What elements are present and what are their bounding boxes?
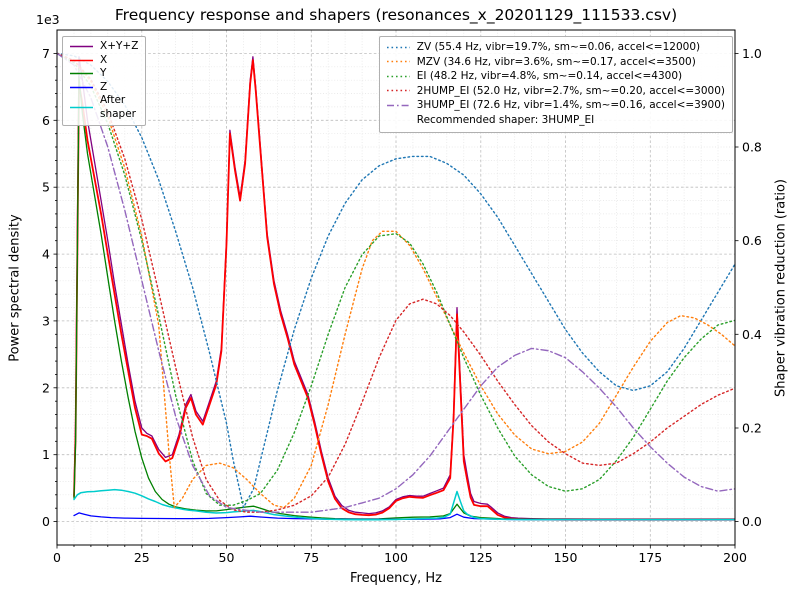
y-left-tick-label: 7 — [42, 46, 50, 61]
legend-entry-ei: EI (48.2 Hz, vibr=4.8%, sm~=0.14, accel<… — [386, 69, 725, 84]
legend-label: ZV (55.4 Hz, vibr=19.7%, sm~=0.06, accel… — [416, 41, 701, 53]
legend-line-sample — [70, 45, 93, 48]
shaper-curve-3hump-ei — [57, 52, 735, 513]
legend-line-sample — [386, 46, 410, 49]
y-left-tick-label: 3 — [42, 313, 50, 328]
y-left-tick-label: 4 — [42, 247, 50, 262]
x-tick-label: 200 — [723, 550, 747, 565]
legend-label: X — [100, 53, 108, 66]
shaper-curve-ei — [57, 52, 735, 506]
psd-curve-after-shaper — [73, 488, 735, 521]
chart-title: Frequency response and shapers (resonanc… — [114, 6, 678, 24]
legend-line-sample — [70, 86, 93, 89]
x-axis-label: Frequency, Hz — [349, 571, 443, 586]
legend-psd: X+Y+Z X Y Z After shaper — [62, 36, 147, 126]
y-right-tick-label: 0.8 — [742, 140, 762, 155]
legend-label: 3HUMP_EI (72.6 Hz, vibr=1.4%, sm~=0.16, … — [416, 99, 725, 111]
legend-entry-y: Y — [69, 67, 138, 81]
shaper-curve-zv — [57, 52, 735, 509]
legend-entry-3hump-ei: 3HUMP_EI (72.6 Hz, vibr=1.4%, sm~=0.16, … — [386, 98, 725, 113]
tick-marks — [53, 53, 739, 549]
y-axis-offset-text: 1e3 — [36, 12, 60, 27]
legend-line-sample — [70, 59, 93, 62]
legend-entry-zv: ZV (55.4 Hz, vibr=19.7%, sm~=0.06, accel… — [386, 40, 725, 55]
legend-entry-x: X — [69, 54, 138, 68]
x-tick-label: 50 — [219, 550, 235, 565]
x-tick-label: 125 — [469, 550, 493, 565]
psd-curves — [73, 56, 735, 521]
legend-entry-mzv: MZV (34.6 Hz, vibr=3.6%, sm~=0.17, accel… — [386, 55, 725, 70]
y-axis-label-left: Power spectral density — [7, 214, 23, 362]
legend-label: After shaper — [100, 94, 137, 120]
legend-label: MZV (34.6 Hz, vibr=3.6%, sm~=0.17, accel… — [416, 55, 696, 68]
legend-label: 2HUMP_EI (52.0 Hz, vibr=2.7%, sm~=0.20, … — [416, 84, 725, 97]
legend-line-sample — [386, 60, 410, 63]
x-tick-label: 0 — [53, 550, 61, 565]
y-axis-label-right: Shaper vibration reduction (ratio) — [773, 179, 789, 397]
shaper-curves — [57, 52, 735, 513]
legend-line-sample — [70, 106, 93, 109]
legend-label: Y — [100, 67, 107, 79]
y-left-tick-label: 5 — [42, 180, 50, 195]
y-left-tick-label: 1 — [42, 447, 50, 462]
x-tick-label: 150 — [554, 550, 578, 565]
y-left-tick-label: 2 — [42, 380, 50, 395]
x-tick-label: 100 — [384, 550, 408, 565]
legend-entry-2hump-ei: 2HUMP_EI (52.0 Hz, vibr=2.7%, sm~=0.20, … — [386, 84, 725, 99]
legend-line-sample — [386, 104, 410, 107]
y-right-tick-label: 0.4 — [742, 327, 762, 342]
x-tick-label: 25 — [134, 550, 150, 565]
psd-curve-x — [73, 59, 735, 521]
legend-entry-after-shaper: After shaper — [69, 94, 138, 121]
legend-label: Z — [100, 80, 108, 93]
y-right-tick-label: 0.0 — [742, 514, 762, 529]
x-tick-label: 175 — [638, 550, 662, 565]
recommendation-note: Recommended shaper: 3HUMP_EI — [416, 113, 595, 126]
legend-entry-z: Z — [69, 81, 138, 95]
legend-line-sample — [386, 89, 410, 92]
y-right-tick-label: 1.0 — [742, 46, 762, 61]
legend-label: X+Y+Z — [100, 40, 139, 52]
shaper-curve-2hump-ei — [57, 52, 735, 513]
y-right-tick-label: 0.6 — [742, 233, 762, 248]
legend-label: EI (48.2 Hz, vibr=4.8%, sm~=0.14, accel<… — [416, 70, 683, 82]
legend-line-sample — [386, 75, 410, 78]
legend-line-sample — [70, 72, 93, 75]
shaper-curve-mzv — [57, 52, 735, 509]
legend-shapers: ZV (55.4 Hz, vibr=19.7%, sm~=0.06, accel… — [378, 36, 733, 133]
legend-entry-x-y-z: X+Y+Z — [69, 40, 138, 54]
y-left-tick-label: 6 — [42, 113, 50, 128]
tick-labels: 0 25 50 75 100 125 150 175 200 0 1 2 3 4 5 6 7 0.0 0.2 0.4 0… — [42, 46, 762, 565]
y-left-tick-label: 0 — [42, 514, 50, 529]
x-tick-label: 75 — [303, 550, 319, 565]
y-right-tick-label: 0.2 — [742, 421, 762, 436]
